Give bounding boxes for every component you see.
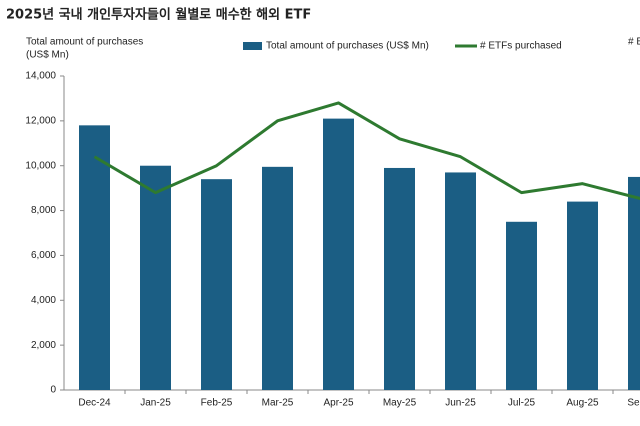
- x-tick-label: Feb-25: [201, 398, 233, 409]
- y2-axis-label: # ETFs purchased: [628, 37, 640, 48]
- bar: [567, 201, 598, 390]
- x-tick-label: Sep-25: [627, 398, 640, 409]
- line: [93, 101, 640, 201]
- x-tick-label: Apr-25: [323, 398, 353, 409]
- bar: [262, 166, 293, 390]
- y-axis-label: (US$ Mn): [26, 50, 69, 61]
- y-tick-label: 2,000: [31, 340, 56, 351]
- x-tick-label: Jun-25: [445, 398, 476, 409]
- x-tick-label: Dec-24: [78, 398, 111, 409]
- y-tick-label: 8,000: [31, 205, 56, 216]
- bar: [323, 118, 354, 390]
- bar: [79, 125, 110, 390]
- legend-label: Total amount of purchases (US$ Mn): [266, 41, 429, 52]
- x-tick-label: Jan-25: [140, 398, 171, 409]
- bar: [201, 179, 232, 390]
- y-tick-label: 0: [50, 385, 56, 396]
- legend-label: # ETFs purchased: [480, 41, 562, 52]
- bar: [506, 221, 537, 390]
- x-tick-label: Mar-25: [262, 398, 294, 409]
- x-tick-label: Jul-25: [508, 398, 536, 409]
- legend-swatch: [243, 42, 262, 50]
- y-tick-label: 14,000: [25, 71, 56, 82]
- bar: [445, 172, 476, 390]
- y-tick-label: 12,000: [25, 115, 56, 126]
- bar: [628, 176, 640, 390]
- y-tick-label: 6,000: [31, 250, 56, 261]
- y-axis-label: Total amount of purchases: [26, 37, 143, 48]
- x-tick-label: May-25: [383, 398, 417, 409]
- chart-title: 2025년 국내 개인투자자들이 월별로 매수한 해외 ETF: [6, 7, 311, 23]
- y-tick-label: 4,000: [31, 295, 56, 306]
- bar: [384, 167, 415, 390]
- x-tick-label: Aug-25: [566, 398, 599, 409]
- y-tick-label: 10,000: [25, 160, 56, 171]
- bar: [140, 165, 171, 390]
